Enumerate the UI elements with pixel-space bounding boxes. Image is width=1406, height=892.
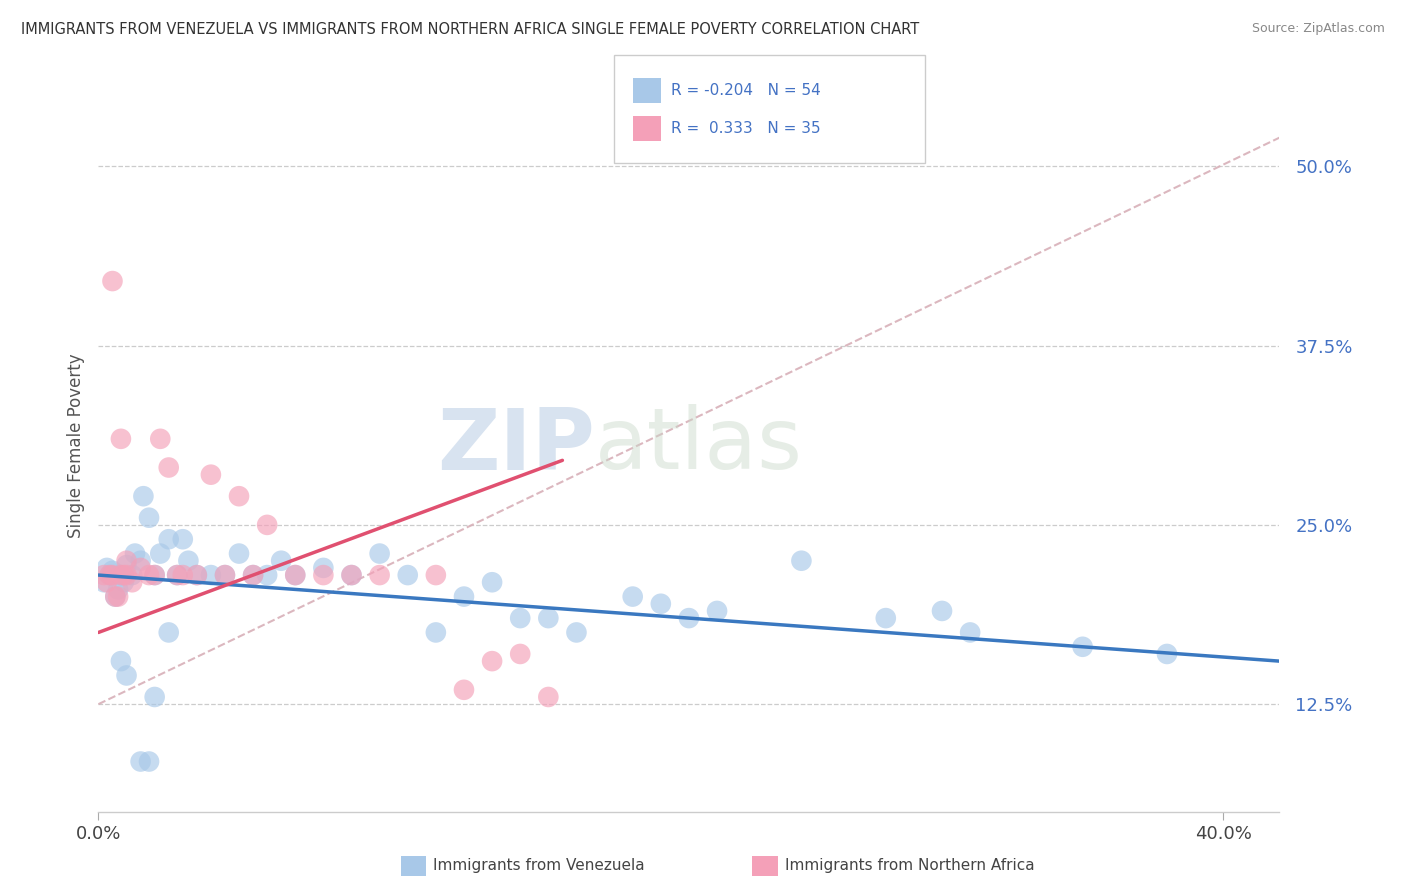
Point [312,568,335,582]
Point [509,611,531,625]
Point [157,533,180,547]
Point [875,611,897,625]
Point [425,568,447,582]
Point [143,568,166,582]
Point [110,568,132,582]
Text: ZIP: ZIP [437,404,595,488]
Point [115,668,138,682]
Point [537,690,560,704]
Text: IMMIGRANTS FROM VENEZUELA VS IMMIGRANTS FROM NORTHERN AFRICA SINGLE FEMALE POVER: IMMIGRANTS FROM VENEZUELA VS IMMIGRANTS … [21,22,920,37]
Point [104,590,127,604]
Point [706,604,728,618]
Point [537,611,560,625]
Point [149,432,172,446]
Point [110,432,132,446]
Point [959,625,981,640]
Point [425,625,447,640]
Point [129,561,152,575]
Point [166,568,188,582]
Point [565,625,588,640]
Point [678,611,700,625]
Point [270,554,292,568]
Point [214,568,236,582]
Point [101,568,124,582]
Point [509,647,531,661]
Point [124,547,146,561]
Point [368,547,391,561]
Y-axis label: Single Female Poverty: Single Female Poverty [66,354,84,538]
Point [186,568,208,582]
Point [93,568,115,582]
Point [93,575,115,590]
Point [481,575,503,590]
Text: Immigrants from Northern Africa: Immigrants from Northern Africa [785,858,1035,872]
Text: Source: ZipAtlas.com: Source: ZipAtlas.com [1251,22,1385,36]
Point [1156,647,1178,661]
Point [132,489,155,503]
Point [228,489,250,503]
Point [112,575,135,590]
Point [138,755,160,769]
Point [121,575,143,590]
Point [98,568,121,582]
Point [115,568,138,582]
Point [143,568,166,582]
Point [931,604,953,618]
Point [110,568,132,582]
Point [98,568,121,582]
Point [242,568,264,582]
Text: atlas: atlas [595,404,803,488]
Point [186,568,208,582]
Point [340,568,363,582]
Point [650,597,672,611]
Point [368,568,391,582]
Point [107,590,129,604]
Point [340,568,363,582]
Point [138,568,160,582]
Point [177,554,200,568]
Point [200,568,222,582]
Point [157,460,180,475]
Point [110,654,132,668]
Text: R =  0.333   N = 35: R = 0.333 N = 35 [671,121,820,136]
Point [200,467,222,482]
Point [790,554,813,568]
Point [481,654,503,668]
Point [115,554,138,568]
Text: R = -0.204   N = 54: R = -0.204 N = 54 [671,83,821,97]
Point [149,547,172,561]
Point [129,755,152,769]
Point [157,625,180,640]
Text: Immigrants from Venezuela: Immigrants from Venezuela [433,858,645,872]
Point [112,568,135,582]
Point [104,590,127,604]
Point [166,568,188,582]
Point [621,590,644,604]
Point [284,568,307,582]
Point [101,274,124,288]
Point [228,547,250,561]
Point [138,510,160,524]
Point [143,690,166,704]
Point [101,564,124,578]
Point [129,554,152,568]
Point [312,561,335,575]
Point [256,517,278,532]
Point [453,590,475,604]
Point [396,568,419,582]
Point [96,561,118,575]
Point [172,533,194,547]
Point [453,682,475,697]
Point [115,558,138,572]
Point [107,582,129,597]
Point [242,568,264,582]
Point [256,568,278,582]
Point [284,568,307,582]
Point [214,568,236,582]
Point [121,568,143,582]
Point [172,568,194,582]
Point [1071,640,1094,654]
Point [96,575,118,590]
